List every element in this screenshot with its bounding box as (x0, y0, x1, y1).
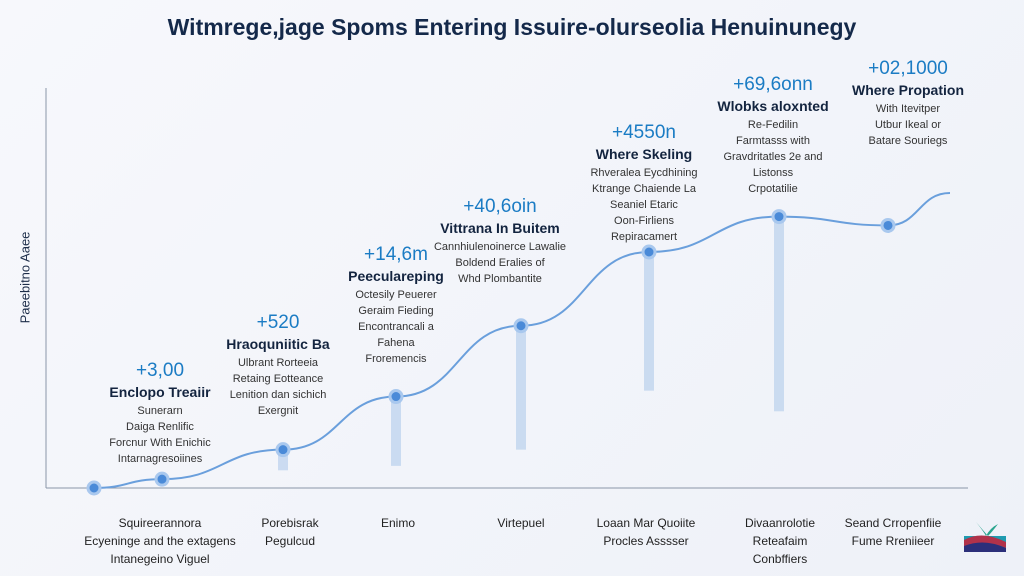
annotation-description-line: Repiracamert (610, 231, 678, 243)
annotation-description-line: Cannhiulenoinerce Lawalie (433, 241, 567, 253)
annotation-description-line: Exergnit (257, 405, 299, 417)
annotation-description-line: Boldend Eralies of (455, 257, 545, 269)
x-tick-label: Loaan Mar Quoiite Procles Asssser (597, 514, 696, 550)
annotation-heading: Where Skeling (595, 146, 693, 162)
data-point (880, 217, 896, 233)
annotation-value: +4550n (612, 122, 676, 143)
data-point (275, 442, 291, 458)
x-tick-line: Enimo (380, 516, 416, 530)
annotation-description-line: Oon-Firliens (614, 215, 674, 227)
annotation-description-line: Forcnur With Enichic (109, 437, 211, 449)
x-tick-line: Virtepuel (497, 516, 545, 530)
annotation-description-line: Whd Plombantite (458, 273, 542, 285)
x-tick-line: Divaanrolotie (744, 516, 816, 530)
x-tick-label: Virtepuel (497, 514, 544, 532)
annotation-heading: Where Propation (851, 82, 965, 98)
annotation-value: +520 (256, 312, 300, 333)
annotation: +3,00 Enclopo Treaiir Sunerarn Daiga Renlif… (109, 360, 210, 467)
x-tick-label: Divaanrolotie Reteafaim Conbffiers (745, 514, 815, 568)
data-point (641, 244, 657, 260)
drop-bar (774, 216, 784, 412)
annotation-description-line: Rhveralea Eycdhining (590, 167, 698, 179)
annotation-value: +3,00 (135, 360, 185, 381)
data-point (771, 209, 787, 225)
annotation-description-line: Octesily Peuerer (355, 289, 437, 301)
annotation-description-line: Seaniel Etaric (610, 199, 678, 211)
annotation-description-line: Fahena (377, 337, 415, 349)
x-tick-label: Porebisrak Pegulcud (261, 514, 318, 550)
drop-bar (391, 396, 401, 466)
x-tick-label: Seand Crropenfiie Fume Rreniieer (845, 514, 942, 550)
annotation-description-line: Listonss (752, 167, 794, 179)
annotation-description-line: Ktrange Chaiende La (592, 183, 696, 195)
annotation-description-line: Encontrancali a (358, 321, 434, 333)
drop-bar (278, 449, 288, 471)
annotation: +4550n Where Skeling Rhveralea Eycdhining K… (590, 122, 697, 245)
x-tick-line: Intanegeino Viguel (110, 552, 210, 566)
annotation: +14,6m Peeculareping Octesily Peuerer Gerai… (348, 244, 444, 367)
x-tick-label: Enimo (381, 514, 415, 532)
annotation-description-line: Batare Souriegs (868, 135, 948, 147)
drop-bar (644, 252, 654, 391)
data-point (513, 318, 529, 334)
annotation: +69,6onn Wlobks aloxnted Re-Fedilin Farmtas… (717, 74, 828, 197)
annotation: +520 Hraoquniitic Ba Ulbrant Rorteeia Retai… (226, 312, 329, 419)
annotation-description-line: Ulbrant Rorteeia (237, 357, 319, 369)
annotation-description-line: Lenition dan sichich (229, 389, 327, 401)
annotation-description-line: Utbur Ikeal or (874, 119, 942, 131)
data-point (154, 471, 170, 487)
annotation-value: +14,6m (364, 244, 428, 265)
x-tick-line: Squireеrannora (118, 516, 202, 530)
x-tick-line: Seand Crropenfiie (844, 516, 942, 530)
x-tick-label: Squireеrannora Ecyeninge and the extagens… (84, 514, 235, 568)
annotation: +40,6oin Vittrana In Buitem Cannhiulenoine… (434, 196, 566, 287)
annotation: +02,1000 Where Propation With Itevitper Utb… (852, 58, 964, 149)
annotation-heading: Peeculareping (348, 268, 444, 284)
annotation-description-line: Geraim Fieding (358, 305, 434, 317)
annotation-description-line: Crpotatilie (748, 183, 798, 195)
x-tick-line: Procles Asssser (603, 534, 689, 548)
brand-logo-icon (964, 522, 1006, 552)
annotation-description-line: Re-Fedilin (747, 119, 799, 131)
drop-bar (516, 325, 526, 450)
annotation-value: +40,6oin (463, 196, 537, 217)
annotation-heading: Enclopo Treaiir (109, 384, 211, 400)
data-point (86, 480, 102, 496)
x-tick-line: Loaan Mar Quoiite (596, 516, 696, 530)
annotation-description-line: Intarnagresoiines (117, 453, 203, 465)
annotation-heading: Hraoquniitic Ba (226, 336, 330, 352)
annotation-heading: Vittrana In Buitem (440, 220, 560, 236)
x-tick-line: Porebisrak (261, 516, 319, 530)
annotation-description-line: Sunerarn (137, 405, 183, 417)
data-point (388, 389, 404, 405)
chart-title: Witmrege,jage Spoms Entering Issuire-olu… (167, 14, 857, 40)
annotation-value: +69,6onn (733, 74, 813, 95)
x-tick-line: Reteafaim (752, 534, 808, 548)
annotation-description-line: Gravdritatles 2e and (723, 151, 823, 163)
annotation-description-line: Retaing Eottеance (232, 373, 324, 385)
x-tick-line: Pegulcud (264, 534, 316, 548)
annotation-description-line: Farmtasss with (736, 135, 810, 147)
x-tick-line: Ecyeninge and the extagens (84, 534, 236, 548)
annotation-heading: Wlobks aloxnted (717, 98, 829, 114)
annotation-description-line: Daiga Renlific (126, 421, 194, 433)
annotation-value: +02,1000 (868, 58, 948, 79)
x-tick-line: Conbffiers (752, 552, 808, 566)
x-tick-line: Fume Rreniieer (851, 534, 935, 548)
annotation-description-line: With Itevitper (875, 103, 941, 115)
annotation-description-line: Froremencis (365, 353, 427, 365)
